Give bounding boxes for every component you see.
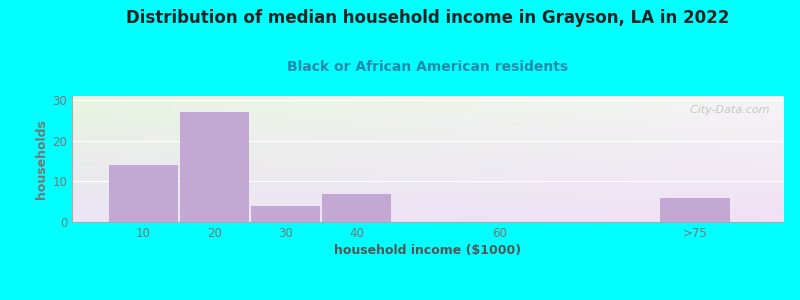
X-axis label: household income ($1000): household income ($1000) xyxy=(334,244,522,257)
Text: Black or African American residents: Black or African American residents xyxy=(287,60,569,74)
Bar xyxy=(109,165,178,222)
Text: City-Data.com: City-Data.com xyxy=(683,105,770,115)
Bar xyxy=(661,198,730,222)
Bar xyxy=(180,112,249,222)
Y-axis label: households: households xyxy=(35,119,48,199)
Bar xyxy=(251,206,320,222)
Text: Distribution of median household income in Grayson, LA in 2022: Distribution of median household income … xyxy=(126,9,730,27)
Bar xyxy=(322,194,391,222)
